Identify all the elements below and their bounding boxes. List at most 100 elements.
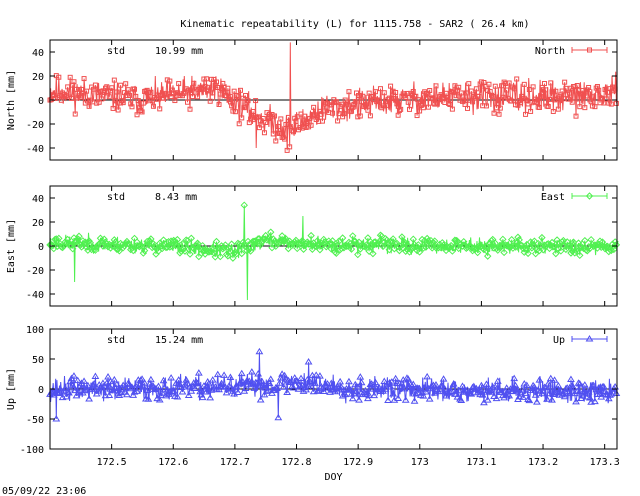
up-point	[139, 383, 148, 390]
up-ytick-label: 50	[32, 355, 44, 366]
north-point	[598, 95, 604, 101]
up-std-label: std	[107, 335, 125, 346]
north-point	[354, 90, 360, 96]
north-point	[311, 104, 317, 110]
up-point	[423, 372, 432, 380]
up-point	[544, 379, 553, 387]
up-point	[184, 391, 193, 399]
east-point	[388, 239, 396, 247]
north-point	[534, 99, 540, 105]
north-point	[473, 86, 479, 92]
north-point	[512, 102, 518, 108]
up-point	[389, 390, 397, 397]
north-point	[85, 98, 91, 104]
up-point	[73, 376, 82, 384]
up-point	[125, 380, 134, 388]
up-point	[252, 379, 261, 386]
up-point	[321, 381, 329, 388]
north-point	[490, 93, 496, 99]
up-point	[453, 393, 462, 400]
east-point	[535, 246, 544, 255]
north-point	[491, 110, 497, 116]
up-point	[502, 384, 511, 391]
up-point	[159, 376, 168, 384]
north-point	[483, 103, 489, 109]
east-point	[601, 244, 609, 253]
up-point	[144, 395, 153, 402]
north-point	[462, 101, 468, 107]
north-point	[109, 85, 115, 91]
north-point	[384, 102, 390, 108]
up-point	[154, 382, 163, 390]
north-point	[357, 113, 363, 119]
east-point	[176, 249, 184, 257]
east-point	[607, 246, 616, 255]
north-point	[245, 98, 251, 104]
north-point	[410, 89, 416, 95]
east-point	[103, 240, 111, 248]
east-point	[574, 239, 583, 247]
north-point	[606, 100, 612, 106]
north-point	[147, 97, 153, 103]
north-point	[261, 130, 267, 136]
up-point	[492, 394, 501, 402]
up-point	[202, 388, 211, 395]
up-point	[275, 379, 284, 386]
north-point	[438, 92, 444, 98]
up-point	[355, 396, 363, 403]
up-point	[266, 375, 275, 382]
north-point	[500, 94, 506, 100]
east-point	[186, 250, 194, 258]
east-point	[212, 237, 221, 246]
east-point	[438, 239, 447, 247]
north-point	[340, 114, 346, 120]
north-point	[135, 98, 141, 104]
up-point	[120, 388, 129, 395]
north-point	[333, 99, 339, 105]
north-point	[389, 95, 395, 101]
north-point	[420, 105, 426, 111]
north-point	[72, 111, 78, 117]
north-point	[190, 94, 196, 100]
east-point	[338, 234, 347, 242]
up-point	[533, 398, 541, 405]
north-point	[492, 83, 498, 89]
up-point	[312, 371, 321, 378]
up-point	[138, 375, 146, 382]
up-point	[259, 381, 268, 389]
north-point	[115, 107, 121, 113]
north-point	[521, 81, 527, 87]
north-point	[186, 87, 192, 93]
north-point	[50, 92, 56, 98]
north-point	[138, 108, 144, 114]
east-point	[378, 232, 386, 240]
east-point	[511, 243, 520, 251]
up-point	[130, 388, 139, 395]
north-point	[309, 112, 315, 118]
up-point	[255, 347, 264, 355]
up-point	[247, 368, 256, 375]
up-point	[575, 379, 584, 387]
north-point	[150, 103, 156, 109]
up-point	[324, 383, 333, 391]
up-point	[546, 374, 555, 382]
north-point	[128, 101, 134, 107]
north-point	[543, 87, 549, 93]
north-point	[203, 76, 209, 82]
up-point	[396, 383, 405, 391]
up-point	[353, 383, 362, 390]
north-point	[613, 100, 619, 106]
north-point	[432, 101, 438, 107]
up-point	[160, 383, 169, 391]
up-point	[556, 386, 565, 393]
north-point	[509, 98, 515, 104]
north-point	[263, 119, 269, 125]
east-point	[524, 249, 532, 258]
north-point	[277, 130, 283, 136]
up-point	[75, 389, 83, 396]
east-point	[267, 228, 275, 236]
up-point	[445, 388, 454, 395]
up-xtick-label: 172.9	[343, 457, 373, 468]
east-point	[573, 244, 581, 253]
up-point	[608, 388, 617, 395]
